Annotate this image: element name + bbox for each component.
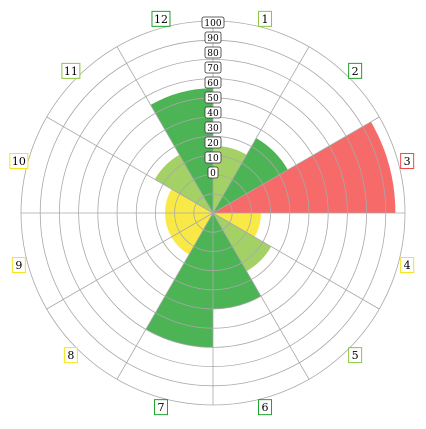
sector-label-box-2 [348, 62, 363, 79]
radial-tick-box-60 [204, 76, 222, 89]
sector-label-box-8 [63, 347, 78, 364]
sector-8 [171, 213, 213, 255]
sector-label-11: 11 [64, 65, 78, 78]
radial-tick-box-10 [204, 151, 222, 164]
sector-label-box-9 [11, 257, 26, 274]
grid-spoke-12 [116, 46, 214, 214]
sector-label-box-11 [61, 62, 81, 79]
sector-label-box-5 [348, 347, 363, 364]
radial-tick-label-100: 100 [204, 19, 221, 29]
grid-spoke-11 [46, 116, 214, 214]
sector-6 [213, 213, 261, 309]
radial-tick-label-20: 20 [207, 139, 219, 149]
sector-label-3: 3 [404, 155, 411, 168]
sector-label-box-7 [153, 399, 168, 416]
sector-4 [213, 213, 261, 237]
sector-9 [165, 213, 213, 237]
radial-tick-label-40: 40 [207, 109, 219, 119]
radial-tick-box-30 [204, 121, 222, 134]
radial-tick-box-20 [204, 136, 222, 149]
sector-7 [145, 213, 213, 348]
radial-tick-box-40 [204, 106, 222, 119]
sector-10 [165, 189, 213, 213]
radial-tick-box-70 [204, 61, 222, 74]
radial-tick-box-0 [207, 166, 219, 179]
sector-label-8: 8 [67, 349, 74, 362]
sector-label-12: 12 [154, 13, 168, 26]
radial-tick-label-30: 30 [207, 124, 219, 134]
sector-label-box-6 [258, 399, 273, 416]
radial-ticks-layer: 0 10 20 30 40 50 60 70 80 90 100 [201, 16, 225, 179]
sector-label-box-4 [400, 257, 415, 274]
radial-tick-label-90: 90 [207, 34, 219, 44]
sector-label-box-12 [151, 10, 171, 27]
radial-tick-label-50: 50 [207, 94, 219, 104]
sector-label-box-10 [9, 152, 29, 169]
grid-spoke-2 [212, 46, 310, 214]
grid-spoke-8 [116, 212, 214, 380]
sector-label-box-3 [400, 152, 415, 169]
grid-spoke-9 [46, 212, 214, 310]
radial-tick-box-100 [201, 16, 225, 29]
sector-1 [213, 145, 247, 213]
grid-spoke-6 [212, 212, 310, 380]
radial-tick-label-60: 60 [207, 79, 219, 89]
radial-tick-label-0: 0 [210, 169, 216, 179]
radial-tick-box-80 [204, 46, 222, 59]
sector-11 [154, 154, 213, 213]
radial-tick-label-70: 70 [207, 64, 219, 74]
grid-spoke-3 [212, 116, 380, 214]
sector-label-6: 6 [262, 401, 269, 414]
sectors-layer [145, 88, 396, 348]
sector-label-9: 9 [15, 259, 22, 272]
sector-label-4: 4 [404, 259, 411, 272]
sector-label-2: 2 [352, 65, 359, 78]
radial-tick-box-90 [204, 31, 222, 44]
radial-tick-label-10: 10 [207, 154, 219, 164]
grid-spoke-5 [212, 212, 380, 310]
sector-12 [150, 88, 213, 213]
sector-label-10: 10 [12, 155, 26, 168]
sector-label-1: 1 [262, 13, 269, 26]
sector-3 [213, 121, 396, 213]
sector-label-box-1 [258, 10, 273, 27]
sector-label-5: 5 [352, 349, 359, 362]
radial-tick-box-50 [204, 91, 222, 104]
radial-tick-label-80: 80 [207, 49, 219, 59]
sector-label-7: 7 [157, 401, 164, 414]
sector-2 [213, 138, 288, 213]
sector-5 [213, 213, 272, 272]
